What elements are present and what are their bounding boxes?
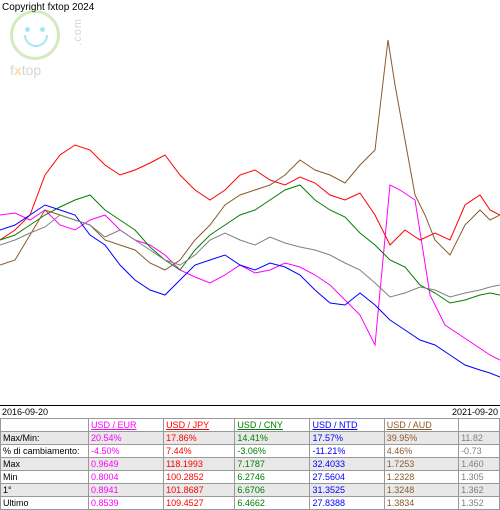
table-cell: 32.4033 (310, 458, 384, 471)
series-line (0, 185, 500, 303)
table-cell: 27.8388 (310, 497, 384, 510)
column-header[interactable]: USD / AUD (384, 419, 458, 432)
xaxis-start: 2016-09-20 (2, 407, 48, 417)
table-cell: 0.8004 (89, 471, 164, 484)
table-cell: 1.2328 (384, 471, 458, 484)
table-cell: 1.460 (459, 458, 500, 471)
table-cell: 1.7253 (384, 458, 458, 471)
table-cell: 1.3834 (384, 497, 458, 510)
table-cell: 0.8539 (89, 497, 164, 510)
table-cell: 39.95% (384, 432, 458, 445)
row-label: Min (1, 471, 89, 484)
table-cell: 6.2746 (235, 471, 310, 484)
table-row: Max0.9649118.19937.178732.40331.72531.46… (1, 458, 500, 471)
table-cell: 118.1993 (164, 458, 235, 471)
table-cell: 1.352 (459, 497, 500, 510)
table-cell: -3.06% (235, 445, 310, 458)
table-row: % di cambiamento:-4.50%7.44%-3.06%-11.21… (1, 445, 500, 458)
table-cell: 109.4527 (164, 497, 235, 510)
table-cell: 11.82 (459, 432, 500, 445)
table-cell: 31.3525 (310, 484, 384, 497)
series-line (0, 215, 500, 297)
table-cell: 17.57% (310, 432, 384, 445)
table-cell: 7.1787 (235, 458, 310, 471)
table-cell: 4.46% (384, 445, 458, 458)
table-cell: 14.41% (235, 432, 310, 445)
column-header[interactable]: USD / CNY (235, 419, 310, 432)
table-cell: 1.305 (459, 471, 500, 484)
table-cell: 7.44% (164, 445, 235, 458)
series-line (0, 40, 500, 270)
row-label: Max/Min: (1, 432, 89, 445)
table-cell: 1.362 (459, 484, 500, 497)
x-axis: 2016-09-20 2021-09-20 (0, 405, 500, 406)
table-cell: -4.50% (89, 445, 164, 458)
row-label: % di cambiamento: (1, 445, 89, 458)
table-cell: 0.8941 (89, 484, 164, 497)
xaxis-end: 2021-09-20 (452, 407, 498, 417)
table-cell: 27.5604 (310, 471, 384, 484)
table-cell: 0.9649 (89, 458, 164, 471)
row-label: Max (1, 458, 89, 471)
series-line (0, 205, 500, 377)
column-header[interactable]: USD / JPY (164, 419, 235, 432)
forex-line-chart (0, 15, 500, 405)
table-row: 1°0.8941101.86876.670631.35251.32481.362 (1, 484, 500, 497)
table-cell: -11.21% (310, 445, 384, 458)
table-cell: 1.3248 (384, 484, 458, 497)
summary-table: USD / EURUSD / JPYUSD / CNYUSD / NTDUSD … (0, 418, 500, 510)
table-row: Ultimo0.8539109.45276.466227.83881.38341… (1, 497, 500, 510)
table-row: Max/Min:20.54%17.86%14.41%17.57%39.95%11… (1, 432, 500, 445)
table-row: Min0.8004100.28526.274627.56041.23281.30… (1, 471, 500, 484)
column-header[interactable]: USD / EUR (89, 419, 164, 432)
table-cell: -0.73 (459, 445, 500, 458)
column-header[interactable]: USD / NTD (310, 419, 384, 432)
table-cell: 20.54% (89, 432, 164, 445)
table-cell: 101.8687 (164, 484, 235, 497)
table-cell: 17.86% (164, 432, 235, 445)
table-cell: 100.2852 (164, 471, 235, 484)
row-label: Ultimo (1, 497, 89, 510)
table-corner (1, 419, 89, 432)
column-header[interactable] (459, 419, 500, 432)
table-cell: 6.4662 (235, 497, 310, 510)
row-label: 1° (1, 484, 89, 497)
table-cell: 6.6706 (235, 484, 310, 497)
